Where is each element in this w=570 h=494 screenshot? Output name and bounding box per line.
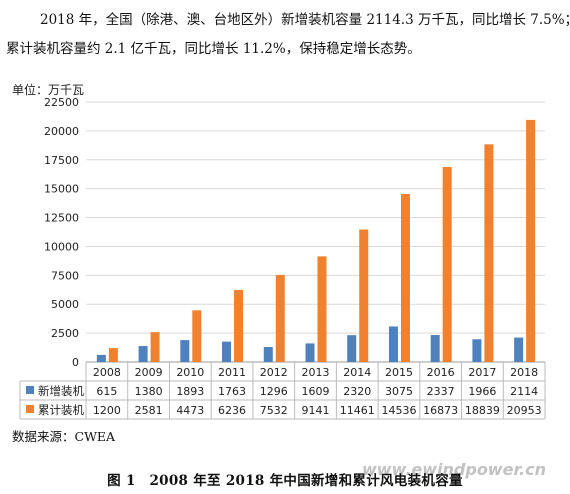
table-cell-new: 3075 (385, 385, 413, 398)
x-tick-label: 2010 (176, 366, 204, 379)
table-cell-cumulative: 16873 (423, 404, 458, 417)
paragraph-line-1: 2018 年，全国（除港、澳、台地区外）新增装机容量 2114.3 万千瓦，同比… (40, 12, 570, 28)
figure-caption: 图 1 2008 年至 2018 年中国新增和累计风电装机容量 (107, 473, 463, 489)
bar-new-installed (180, 340, 190, 362)
x-tick-label: 2015 (385, 366, 413, 379)
table-cell-new: 1763 (218, 385, 246, 398)
bar-new-installed (138, 346, 148, 362)
bar-cumulative (150, 332, 160, 362)
table-cell-new: 1380 (135, 385, 163, 398)
bar-cumulative (442, 167, 452, 362)
table-cell-new: 615 (96, 385, 117, 398)
y-tick-label: 22500 (44, 96, 79, 109)
bar-cumulative (317, 256, 327, 362)
paragraph-line-2: 累计装机容量约 2.1 亿千瓦，同比增长 11.2%，保持稳定增长态势。 (6, 41, 421, 57)
bar-cumulative (275, 274, 285, 362)
table-cell-cumulative: 14536 (381, 404, 416, 417)
table-cell-new: 2114 (510, 385, 538, 398)
bar-new-installed (388, 326, 398, 362)
bar-new-installed (222, 341, 232, 362)
y-tick-label: 20000 (44, 125, 79, 138)
y-tick-label: 17500 (44, 154, 79, 167)
table-cell-cumulative: 4473 (176, 404, 204, 417)
bar-new-installed (430, 334, 440, 362)
y-tick-label: 0 (72, 356, 79, 369)
watermark: www.ewindpower.cn (362, 460, 546, 479)
x-tick-label: 2017 (468, 366, 496, 379)
x-tick-label: 2016 (427, 366, 455, 379)
y-tick-label: 15000 (44, 183, 79, 196)
x-tick-label: 2008 (93, 366, 121, 379)
table-cell-new: 2320 (343, 385, 371, 398)
legend-label-new: 新增装机 (38, 384, 84, 398)
table-cell-cumulative: 2581 (135, 404, 163, 417)
x-tick-label: 2013 (302, 366, 330, 379)
table-cell-cumulative: 18839 (465, 404, 500, 417)
x-tick-label: 2012 (260, 366, 288, 379)
table-cell-new: 1966 (468, 385, 496, 398)
table-cell-cumulative: 9141 (302, 404, 330, 417)
y-tick-label: 7500 (51, 269, 79, 282)
bar-new-installed (263, 347, 273, 362)
y-tick-label: 12500 (44, 212, 79, 225)
x-tick-label: 2014 (343, 366, 371, 379)
unit-label: 单位：万千瓦 (12, 82, 84, 97)
table-cell-cumulative: 1200 (93, 404, 121, 417)
bar-new-installed (472, 339, 482, 362)
legend-swatch-cumulative (26, 405, 34, 413)
table-cell-cumulative: 7532 (260, 404, 288, 417)
table-cell-new: 2337 (427, 385, 455, 398)
table-cell-new: 1296 (260, 385, 288, 398)
bar-new-installed (96, 354, 106, 362)
data-source: 数据来源：CWEA (12, 429, 116, 444)
y-tick-label: 10000 (44, 240, 79, 253)
bar-new-installed (514, 337, 524, 362)
table-cell-new: 1609 (302, 385, 330, 398)
bar-cumulative (484, 144, 494, 362)
y-tick-label: 5000 (51, 298, 79, 311)
table-cell-cumulative: 11461 (340, 404, 375, 417)
bar-cumulative (108, 348, 118, 362)
x-tick-label: 2009 (135, 366, 163, 379)
bar-cumulative (359, 229, 369, 362)
table-cell-cumulative: 6236 (218, 404, 246, 417)
bar-new-installed (347, 335, 357, 362)
x-tick-label: 2018 (510, 366, 538, 379)
bar-cumulative (234, 289, 244, 362)
bar-chart: 单位：万千瓦 0 2500 5000 7500 10000 12500 15000 17500 2… (12, 82, 546, 420)
y-tick-label: 2500 (51, 327, 79, 340)
x-tick-label: 2011 (218, 366, 246, 379)
table-cell-cumulative: 20953 (507, 404, 542, 417)
legend-label-cumulative: 累计装机 (38, 403, 84, 417)
bar-cumulative (192, 310, 202, 362)
legend-swatch-new (26, 386, 34, 394)
bar-cumulative (526, 119, 536, 362)
bar-new-installed (305, 343, 315, 362)
table-cell-new: 1893 (176, 385, 204, 398)
bar-cumulative (400, 194, 410, 362)
